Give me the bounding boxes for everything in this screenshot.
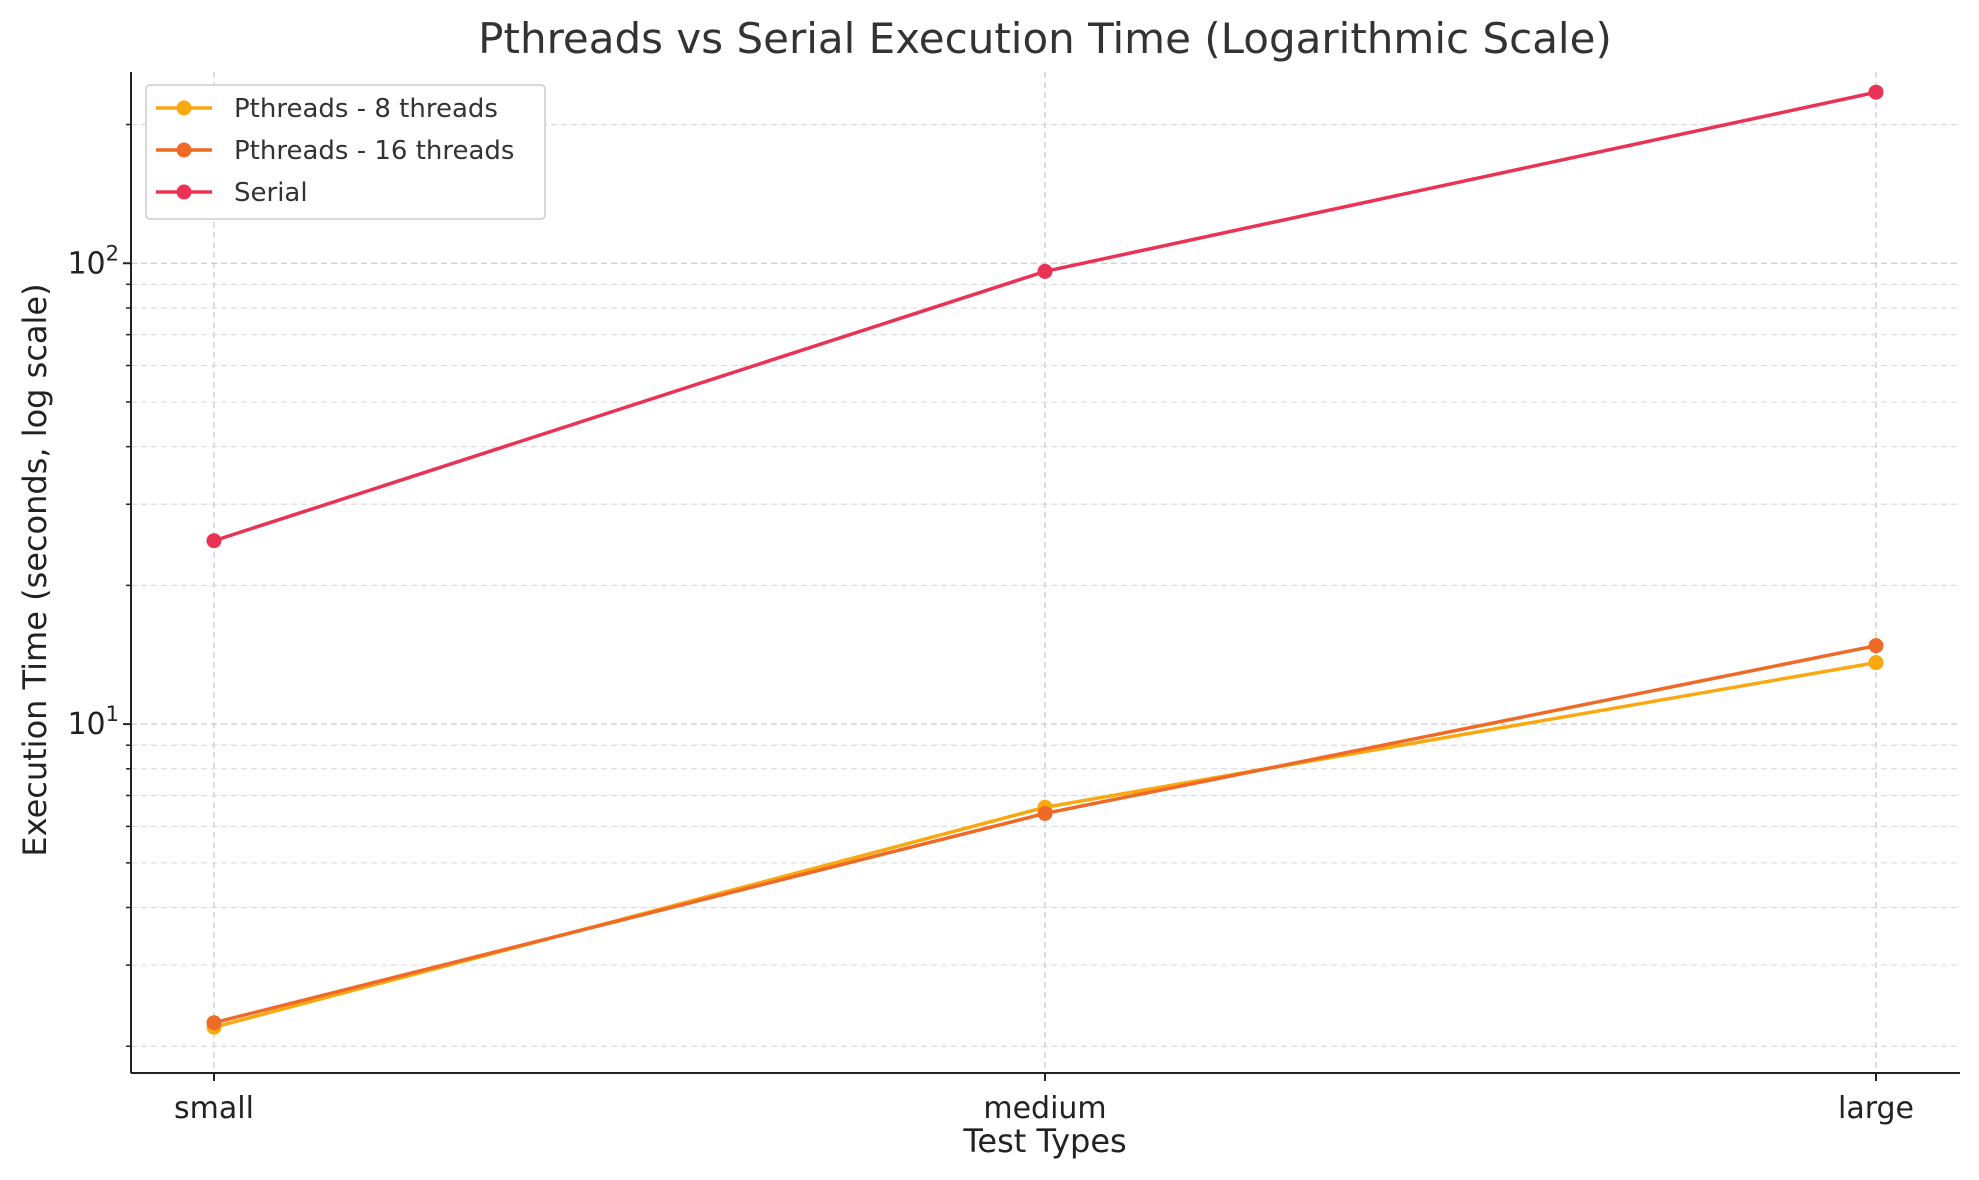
- legend-swatch-marker: [176, 142, 192, 158]
- legend: Pthreads - 8 threads Pthreads - 16 thread…: [145, 84, 546, 220]
- grid: [131, 72, 1960, 1073]
- y-tick-label-100: 102: [67, 241, 119, 281]
- legend-label: Pthreads - 8 threads: [234, 94, 498, 124]
- tick-labels: small medium large 101 102: [67, 123, 1914, 1126]
- legend-item: Pthreads - 8 threads: [156, 94, 498, 124]
- legend-swatch-marker: [176, 184, 192, 200]
- series-3: [206, 84, 1884, 549]
- series-2: [206, 638, 1884, 1031]
- data-point-large: [1868, 84, 1884, 100]
- data-point-medium: [1037, 805, 1053, 821]
- x-tick-label-small: small: [174, 1091, 254, 1126]
- data-point-large: [1868, 655, 1884, 671]
- x-axis-label: Test Types: [962, 1122, 1126, 1160]
- legend-items: Pthreads - 8 threads Pthreads - 16 thread…: [156, 94, 514, 208]
- data-point-small: [206, 1015, 222, 1031]
- data-point-small: [206, 533, 222, 549]
- legend-label: Pthreads - 16 threads: [234, 136, 514, 166]
- legend-item: Pthreads - 16 threads: [156, 136, 514, 166]
- legend-item: Serial: [156, 178, 308, 208]
- legend-label: Serial: [234, 178, 308, 208]
- y-tick-label-10: 101: [67, 702, 119, 742]
- series: [206, 84, 1884, 1035]
- data-point-large: [1868, 638, 1884, 654]
- x-tick-label-large: large: [1838, 1091, 1914, 1126]
- x-tick-label-medium: medium: [983, 1091, 1106, 1126]
- data-point-medium: [1037, 263, 1053, 279]
- legend-swatch-marker: [176, 100, 192, 116]
- legend-box: [145, 84, 546, 220]
- y-axis-label: Execution Time (seconds, log scale): [16, 283, 54, 856]
- chart-title: Pthreads vs Serial Execution Time (Logar…: [478, 14, 1612, 63]
